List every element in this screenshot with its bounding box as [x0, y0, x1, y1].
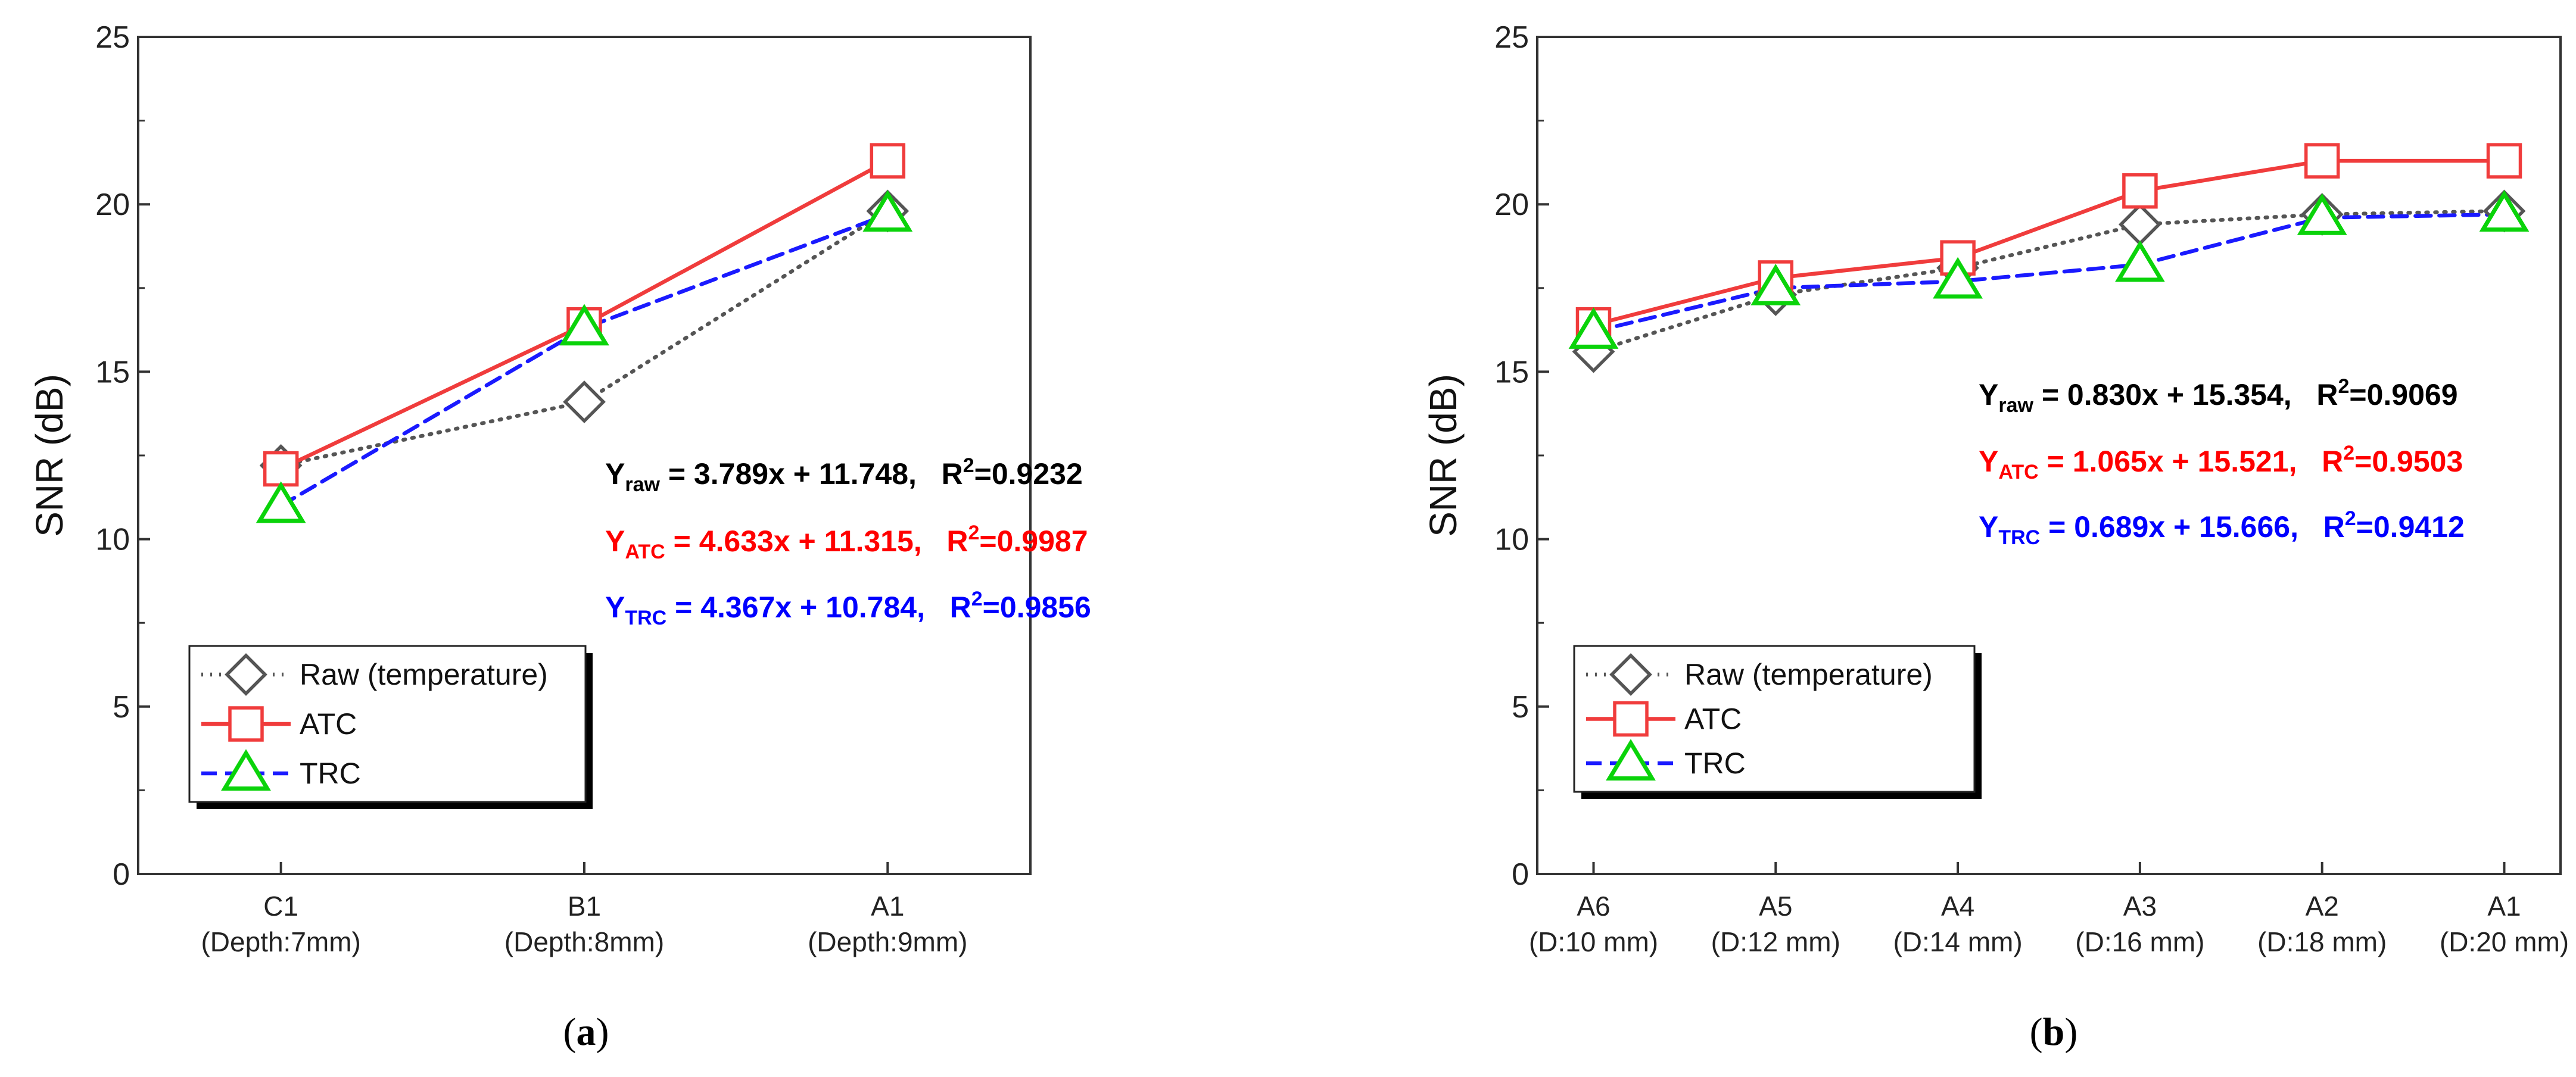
x-tick-sublabel: (D:12 mm)	[1711, 926, 1840, 957]
legend-label: ATC	[1684, 703, 1742, 736]
legend-label: TRC	[1684, 747, 1746, 780]
legend-label: Raw (temperature)	[300, 658, 548, 691]
x-tick-sublabel: (D:20 mm)	[2440, 926, 2569, 957]
regression-equation: YTRC = 0.689x + 15.666, R2=0.9412	[1979, 507, 2465, 549]
y-tick-label: 15	[95, 355, 130, 389]
x-tick-label: A6	[1577, 891, 1610, 922]
x-tick-sublabel: (D:10 mm)	[1529, 926, 1658, 957]
x-tick-sublabel: (Depth:8mm)	[504, 926, 664, 957]
x-tick-sublabel: (Depth:9mm)	[808, 926, 967, 957]
x-tick-label: A3	[2123, 891, 2157, 922]
panel-caption: (a)	[563, 1010, 609, 1054]
y-tick-label: 20	[1494, 188, 1529, 222]
y-tick-label: 0	[1512, 857, 1529, 892]
x-tick-label: A5	[1759, 891, 1792, 922]
y-tick-label: 25	[95, 20, 130, 55]
series-line-square	[1591, 158, 2506, 327]
y-axis-label: SNR (dB)	[28, 374, 71, 537]
series-line-triangle	[1591, 212, 2506, 334]
square-marker	[2122, 173, 2158, 209]
y-axis-label: SNR (dB)	[1422, 374, 1465, 537]
regression-equation: Yraw = 3.789x + 11.748, R2=0.9232	[605, 454, 1083, 496]
triangle-marker	[559, 304, 609, 346]
triangle-marker	[221, 749, 271, 791]
triangle-marker	[2479, 190, 2530, 232]
panel-caption: (b)	[2030, 1010, 2078, 1054]
y-tick-label: 15	[1494, 355, 1529, 389]
y-tick-label: 10	[95, 523, 130, 557]
regression-equation: Yraw = 0.830x + 15.354, R2=0.9069	[1979, 375, 2458, 417]
diamond-marker	[225, 653, 267, 696]
regression-equation: YATC = 1.065x + 15.521, R2=0.9503	[1979, 442, 2463, 483]
triangle-marker	[1750, 263, 1801, 305]
x-tick-sublabel: (D:16 mm)	[2075, 926, 2204, 957]
square-marker	[228, 706, 264, 742]
regression-equation: YATC = 4.633x + 11.315, R2=0.9987	[605, 522, 1088, 563]
triangle-marker	[862, 190, 913, 232]
triangle-marker	[1568, 307, 1619, 349]
series-line-diamond	[1591, 209, 2506, 354]
x-tick-label: A1	[2487, 891, 2521, 922]
y-tick-label: 20	[95, 188, 130, 222]
x-tick-sublabel: (Depth:7mm)	[201, 926, 360, 957]
diamond-marker	[563, 380, 606, 423]
x-tick-label: B1	[568, 891, 601, 922]
diamond-marker	[2119, 203, 2161, 246]
y-tick-label: 5	[113, 690, 130, 725]
triangle-marker	[2115, 240, 2165, 282]
triangle-marker	[256, 481, 306, 523]
triangle-marker	[1606, 739, 1656, 781]
x-tick-label: A4	[1941, 891, 1974, 922]
x-tick-label: C1	[263, 891, 298, 922]
y-tick-label: 5	[1512, 690, 1529, 725]
triangle-marker	[1933, 257, 1983, 299]
legend-label: Raw (temperature)	[1684, 658, 1933, 691]
x-tick-sublabel: (D:18 mm)	[2257, 926, 2387, 957]
diamond-marker	[1609, 653, 1652, 696]
square-marker	[2486, 143, 2522, 179]
triangle-marker	[2297, 193, 2347, 235]
square-marker	[263, 451, 299, 487]
chart-panel-b: 0 5 10 15 20 25 SNR (dB) A6 (D:10 mm) A5 (D:12 mm)…	[1422, 20, 2569, 1054]
y-tick-label: 10	[1494, 523, 1529, 557]
square-marker	[1613, 701, 1649, 737]
y-tick-label: 0	[113, 857, 130, 892]
legend-label: ATC	[300, 707, 357, 741]
square-marker	[870, 143, 906, 179]
square-marker	[2304, 143, 2340, 179]
x-tick-label: A1	[871, 891, 904, 922]
x-tick-sublabel: (D:14 mm)	[1893, 926, 2022, 957]
regression-equation: YTRC = 4.367x + 10.784, R2=0.9856	[605, 588, 1091, 629]
legend-label: TRC	[300, 757, 361, 790]
x-tick-label: A2	[2306, 891, 2339, 922]
chart-panel-a: 0 5 10 15 20 25 SNR (dB) C1 (Depth:7mm) B1 (Depth:…	[28, 20, 1091, 1054]
y-tick-label: 25	[1494, 20, 1529, 55]
